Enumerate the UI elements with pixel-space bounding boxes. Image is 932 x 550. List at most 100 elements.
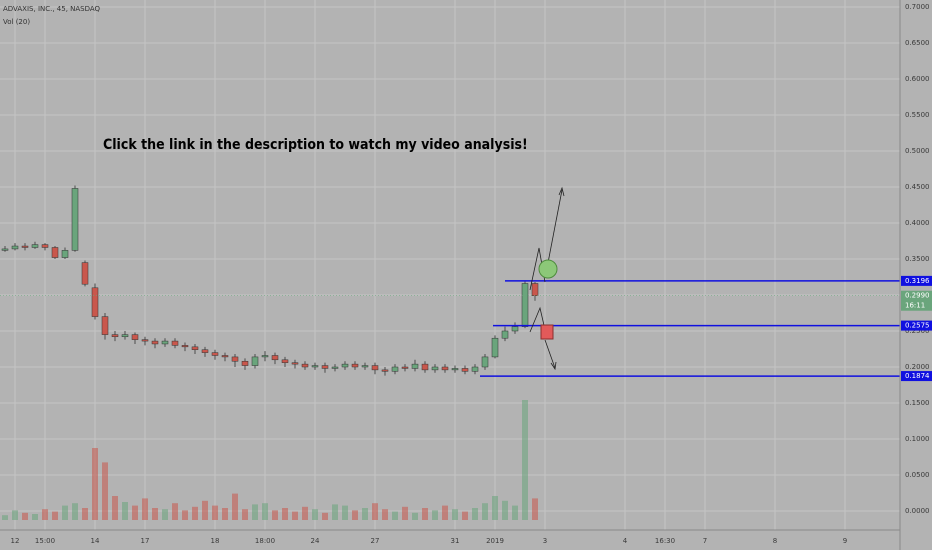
y-tick-label: 0.6500 (905, 39, 930, 47)
candle-body (421, 363, 429, 371)
volume-bar (482, 503, 488, 520)
y-tick-label: 0.0500 (905, 471, 930, 479)
volume-bar (2, 515, 8, 520)
volume-bar (252, 504, 258, 520)
candle-body (21, 245, 29, 248)
x-tick-label: 18 (211, 537, 220, 545)
candle-body (491, 337, 499, 358)
volume-bar (132, 505, 138, 520)
y-tick-label: 0.4000 (905, 219, 930, 227)
volume-bar (242, 509, 248, 520)
x-tick-label: 31 (451, 537, 460, 545)
volume-bar (202, 500, 208, 520)
candle-body (91, 287, 99, 317)
y-tick-label: 0.7000 (905, 3, 930, 11)
candle-body (271, 355, 279, 361)
candle-body (331, 366, 339, 369)
volume-bar (452, 509, 458, 520)
countdown-label: 16:11 (905, 302, 925, 310)
y-tick-label: 0.1000 (905, 435, 930, 443)
candle-body (371, 365, 379, 371)
candle-body (471, 366, 479, 372)
volume-bar (522, 400, 528, 520)
x-tick-label: 8 (773, 537, 777, 545)
y-tick-label: 0.5000 (905, 147, 930, 155)
last-price-label: 0.2990 (905, 292, 930, 300)
candle-body (481, 356, 489, 368)
volume-bar (122, 502, 128, 520)
volume-bar (442, 505, 448, 520)
x-tick-label: 16:30 (655, 537, 675, 545)
level-label: 0.2575 (905, 322, 930, 330)
candle-body (121, 334, 129, 338)
candle-body (381, 369, 389, 372)
candle-body (301, 363, 309, 368)
volume-bar (402, 506, 408, 520)
candle-body (281, 359, 289, 363)
annotation-text: Click the link in the description to wat… (103, 137, 528, 153)
last-price-tag (901, 290, 932, 311)
volume-bar (302, 506, 308, 520)
symbol-title: ADVAXIS, INC., 45, NASDAQ (3, 5, 101, 13)
x-tick-label: 15:00 (35, 537, 55, 545)
volume-bar (372, 503, 378, 520)
volume-bar (212, 505, 218, 520)
volume-bar (502, 500, 508, 520)
volume-bar (512, 505, 518, 520)
volume-bar (432, 510, 438, 520)
candle-body (291, 362, 299, 365)
candle-body (511, 326, 519, 332)
volume-bar (192, 506, 198, 520)
level-tag (901, 371, 932, 382)
candle-body (181, 345, 189, 348)
candle-body (61, 250, 69, 258)
candle-body (11, 245, 19, 250)
candle-body (141, 339, 149, 342)
volume-bar (142, 498, 148, 520)
level-tag (901, 275, 932, 286)
y-tick-label: 0.5500 (905, 111, 930, 119)
candle-body (81, 262, 89, 285)
volume-bar (172, 503, 178, 520)
volume-bar (22, 512, 28, 520)
candle-body (191, 346, 199, 350)
candle-body (411, 363, 419, 369)
candle-body (311, 365, 319, 368)
x-tick-label: 18:00 (255, 537, 275, 545)
candle-body (521, 283, 529, 327)
volume-bar (62, 505, 68, 520)
candle-body (501, 330, 509, 339)
volume-bar (332, 504, 338, 520)
candle-body (401, 366, 409, 369)
volume-bar (182, 510, 188, 520)
volume-bar (52, 511, 58, 520)
candle-body (51, 247, 59, 258)
candle-body (241, 360, 249, 366)
candle-body (1, 248, 9, 251)
candle-body (431, 366, 439, 371)
volume-bar (342, 505, 348, 520)
level-label: 0.3196 (905, 277, 930, 285)
candle-body (461, 368, 469, 372)
candle-body (441, 366, 449, 371)
x-tick-label: 17 (141, 537, 150, 545)
volume-bar (152, 508, 158, 520)
y-tick-label: 0.2500 (905, 327, 930, 335)
volume-bar (42, 509, 48, 520)
level-tag (901, 320, 932, 331)
candle-body (161, 340, 169, 345)
volume-bar (162, 509, 168, 520)
level-label: 0.1874 (905, 372, 930, 380)
x-tick-label: 2019 (486, 537, 504, 545)
candle-body (321, 365, 329, 369)
volume-bar (82, 508, 88, 520)
volume-bar (492, 496, 498, 520)
volume-bar (392, 511, 398, 520)
volume-bar (32, 514, 38, 520)
volume-bar (12, 510, 18, 520)
y-tick-label: 0.3500 (905, 255, 930, 263)
target-circle (538, 259, 558, 279)
volume-bar (422, 508, 428, 520)
volume-bar (362, 508, 368, 520)
